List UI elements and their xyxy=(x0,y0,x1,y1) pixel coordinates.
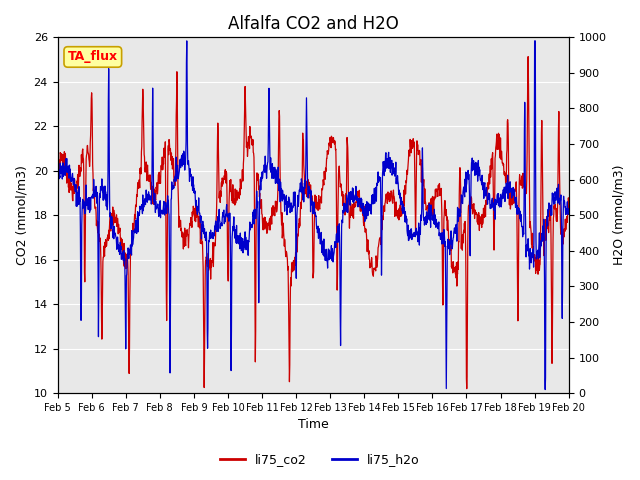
li75_h2o xyxy=(183,38,191,44)
li75_h2o xyxy=(93,190,101,196)
Title: Alfalfa CO2 and H2O: Alfalfa CO2 and H2O xyxy=(228,15,399,33)
li75_co2 xyxy=(524,54,532,60)
Y-axis label: H2O (mmol/m3): H2O (mmol/m3) xyxy=(612,165,625,265)
li75_h2o xyxy=(345,191,353,196)
li75_h2o xyxy=(271,165,278,170)
Y-axis label: CO2 (mmol/m3): CO2 (mmol/m3) xyxy=(15,165,28,265)
li75_co2 xyxy=(114,219,122,225)
li75_co2 xyxy=(271,209,278,215)
Text: TA_flux: TA_flux xyxy=(68,50,118,63)
li75_h2o xyxy=(114,238,122,243)
Line: li75_co2: li75_co2 xyxy=(58,57,569,389)
li75_co2 xyxy=(291,260,298,266)
li75_h2o xyxy=(541,387,549,393)
X-axis label: Time: Time xyxy=(298,419,328,432)
li75_h2o xyxy=(54,175,61,181)
li75_co2 xyxy=(344,193,352,199)
li75_co2 xyxy=(93,221,101,227)
Line: li75_h2o: li75_h2o xyxy=(58,41,569,390)
li75_co2 xyxy=(463,386,470,392)
li75_co2 xyxy=(281,240,289,246)
Legend: li75_co2, li75_h2o: li75_co2, li75_h2o xyxy=(215,448,425,471)
li75_h2o xyxy=(291,198,298,204)
li75_h2o xyxy=(282,201,289,207)
li75_h2o xyxy=(565,206,573,212)
li75_co2 xyxy=(54,157,61,163)
li75_co2 xyxy=(565,205,573,211)
